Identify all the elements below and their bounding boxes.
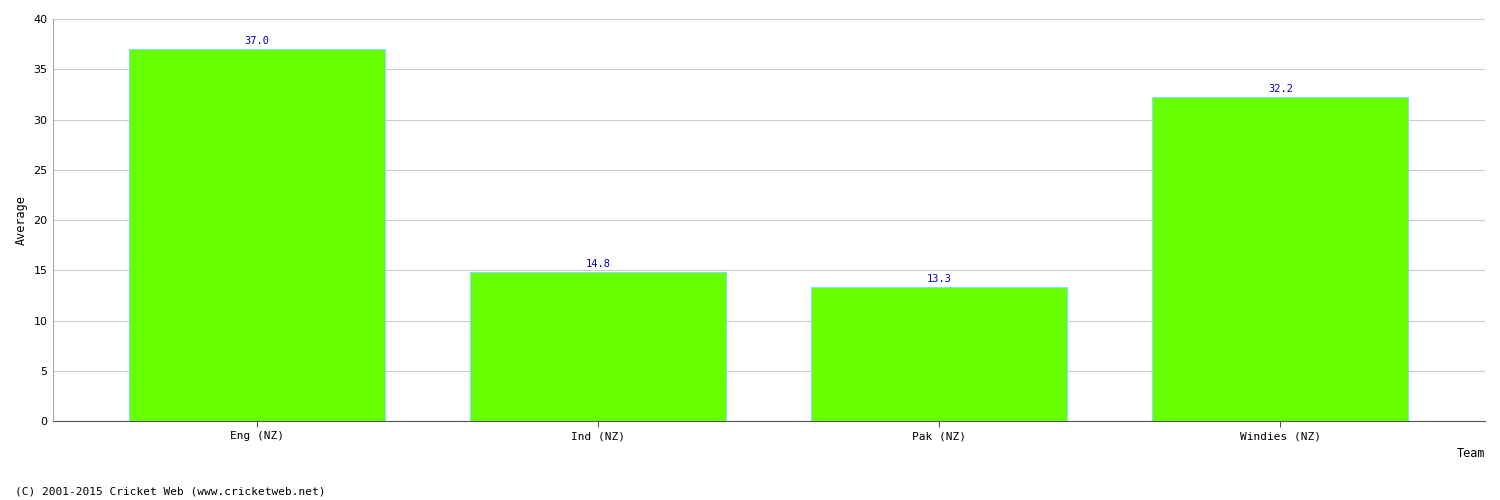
Text: 37.0: 37.0: [244, 36, 270, 46]
Text: 14.8: 14.8: [585, 260, 610, 270]
Text: 32.2: 32.2: [1268, 84, 1293, 94]
Bar: [1152, 98, 1408, 421]
Y-axis label: Average: Average: [15, 195, 28, 245]
Text: (C) 2001-2015 Cricket Web (www.cricketweb.net): (C) 2001-2015 Cricket Web (www.cricketwe…: [15, 487, 326, 497]
X-axis label: Team: Team: [1456, 447, 1485, 460]
Text: 13.3: 13.3: [927, 274, 952, 284]
Bar: [812, 288, 1066, 421]
Bar: [129, 49, 386, 421]
Bar: [471, 272, 726, 421]
